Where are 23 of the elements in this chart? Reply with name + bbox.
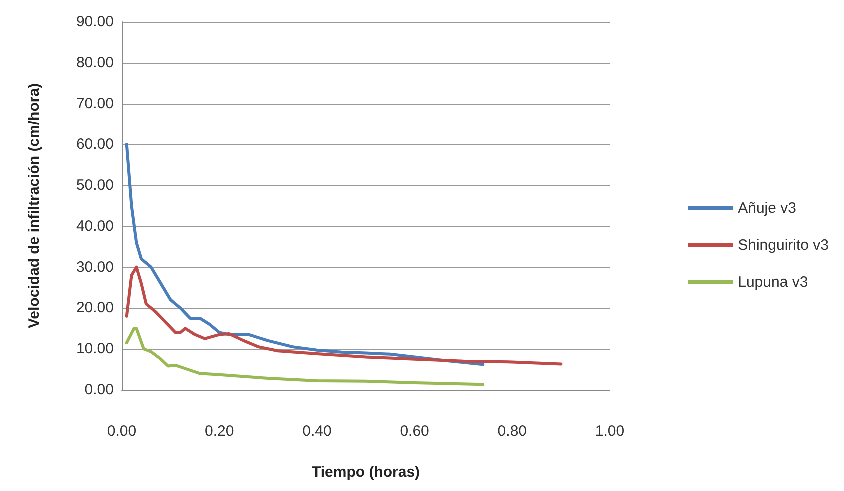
y-tick-label: 10.00 bbox=[76, 340, 114, 358]
x-axis-title: Tiempo (horas) bbox=[312, 464, 420, 481]
y-tick-label: 30.00 bbox=[76, 258, 114, 276]
y-tick-label: 90.00 bbox=[76, 14, 114, 30]
y-tick-label: 60.00 bbox=[76, 136, 114, 154]
x-tick-label: 0.40 bbox=[302, 423, 332, 440]
line-series bbox=[125, 327, 485, 386]
y-tick-label: 0.00 bbox=[84, 382, 114, 398]
y-tick-label: 80.00 bbox=[76, 54, 114, 72]
y-tick-label: 20.00 bbox=[76, 300, 114, 317]
line-series bbox=[125, 266, 563, 366]
x-tick-label: 0.60 bbox=[400, 423, 430, 440]
y-tick-label: 70.00 bbox=[76, 95, 114, 112]
x-tick-label: 1.00 bbox=[595, 423, 625, 440]
legend-label: Shinguirito v3 bbox=[738, 237, 830, 254]
legend-label: Lupuna v3 bbox=[738, 274, 808, 291]
y-tick-label: 50.00 bbox=[76, 177, 114, 194]
x-tick-label: 0.20 bbox=[205, 423, 234, 440]
x-tick-label: 0.80 bbox=[498, 423, 527, 440]
y-axis-title: Velocidad de infiltración (cm/hora) bbox=[26, 83, 43, 329]
y-tick-label: 40.00 bbox=[76, 218, 114, 235]
legend-label: Añuje v3 bbox=[738, 200, 796, 217]
x-tick-label: 0.00 bbox=[107, 423, 137, 440]
